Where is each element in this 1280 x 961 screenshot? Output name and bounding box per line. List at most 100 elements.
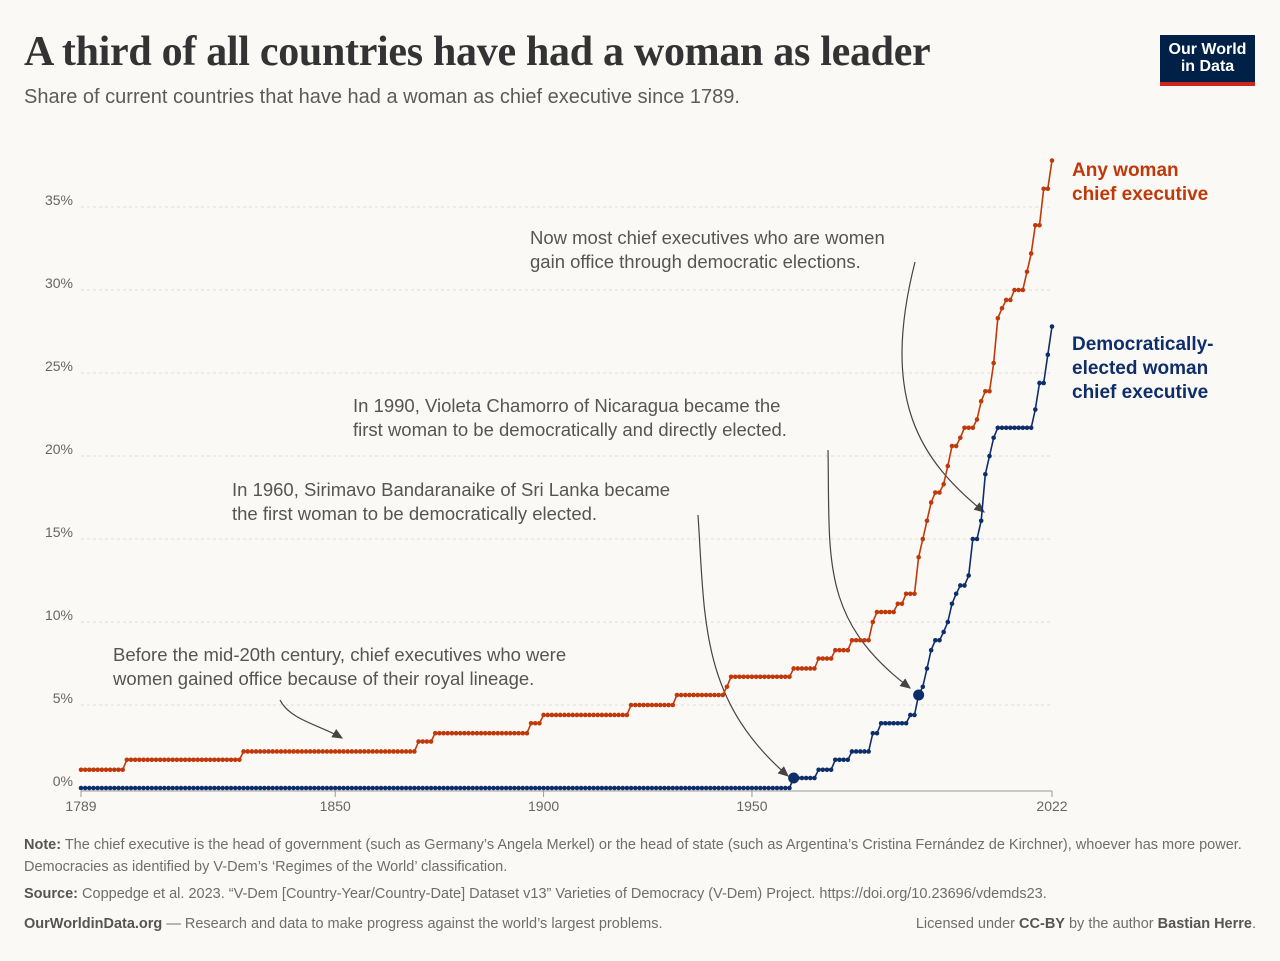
data-point <box>928 500 934 505</box>
data-point <box>653 785 659 791</box>
data-point <box>420 785 426 791</box>
data-point <box>178 785 184 791</box>
source-label: Source: <box>24 886 78 902</box>
data-point <box>624 712 630 718</box>
data-point <box>137 785 142 791</box>
data-point <box>941 629 946 635</box>
data-point <box>841 647 846 653</box>
data-point <box>416 739 421 744</box>
data-point <box>920 536 926 542</box>
data-point <box>691 692 696 698</box>
data-point <box>291 785 296 791</box>
data-point <box>420 739 426 744</box>
data-point <box>378 749 384 754</box>
data-point <box>495 785 501 791</box>
data-point <box>278 749 284 754</box>
data-point <box>228 785 234 791</box>
data-point <box>632 702 638 708</box>
data-point <box>162 757 167 763</box>
data-point <box>403 749 409 754</box>
license-pre: Licensed under <box>915 916 1020 932</box>
data-point <box>216 757 221 763</box>
data-point <box>141 757 146 763</box>
data-point <box>232 757 238 763</box>
data-point <box>920 684 926 690</box>
annotation-arrow <box>279 699 344 739</box>
data-point <box>153 757 159 763</box>
data-point <box>678 692 684 698</box>
data-point <box>524 730 530 736</box>
data-point <box>516 730 521 736</box>
data-point <box>445 785 451 791</box>
data-point <box>816 656 821 661</box>
data-point <box>645 785 651 791</box>
data-point <box>832 757 838 763</box>
data-point <box>91 785 96 791</box>
logo-line: in Data <box>1180 58 1235 75</box>
data-point <box>478 785 484 791</box>
data-point <box>474 785 480 791</box>
data-point <box>345 785 351 791</box>
data-point <box>432 730 438 736</box>
data-point <box>637 785 642 791</box>
data-point <box>695 785 701 791</box>
data-point <box>762 674 767 680</box>
data-point <box>1037 380 1042 386</box>
data-point <box>291 749 296 754</box>
data-point <box>1045 186 1051 192</box>
license-line: Licensed under CC-BY by the author Basti… <box>916 916 1256 932</box>
data-point <box>937 637 942 643</box>
author-link[interactable]: Bastian Herre <box>1157 916 1252 932</box>
x-tick-label: 1789 <box>65 798 96 814</box>
data-point <box>587 712 592 718</box>
data-point <box>191 785 196 791</box>
data-point <box>120 767 125 773</box>
data-point <box>891 609 896 615</box>
data-point <box>82 785 88 791</box>
owid-logo[interactable]: Our World in Data <box>1160 35 1255 86</box>
data-point <box>220 757 225 763</box>
data-point <box>1028 425 1034 431</box>
data-point <box>187 757 192 763</box>
data-point <box>753 674 759 680</box>
data-point <box>616 785 621 791</box>
data-point <box>974 417 980 422</box>
data-point <box>883 720 888 726</box>
data-point <box>407 749 413 754</box>
data-point <box>682 785 688 791</box>
chart-title: A third of all countries have had a woma… <box>24 29 931 75</box>
data-point <box>749 785 755 791</box>
license-link[interactable]: CC-BY <box>1019 916 1065 932</box>
data-point <box>653 702 659 708</box>
data-point <box>933 490 938 495</box>
data-point <box>145 785 150 791</box>
data-point <box>716 785 721 791</box>
site-link[interactable]: OurWorldinData.org <box>24 916 163 932</box>
data-point <box>970 425 976 431</box>
data-point <box>462 785 467 791</box>
data-point <box>795 666 801 671</box>
data-point <box>95 767 100 773</box>
data-point <box>124 757 130 763</box>
data-point <box>924 666 930 671</box>
data-point <box>449 785 455 791</box>
data-point <box>374 785 380 791</box>
x-tick-label: 1950 <box>736 798 767 814</box>
data-point <box>866 637 871 643</box>
chart-subtitle: Share of current countries that have had… <box>24 86 740 108</box>
data-point <box>174 757 180 763</box>
data-point <box>466 785 471 791</box>
data-point <box>257 749 263 754</box>
data-point <box>532 785 538 791</box>
data-point <box>395 785 401 791</box>
data-point <box>778 785 784 791</box>
data-point <box>958 583 963 588</box>
data-point <box>391 785 396 791</box>
data-point <box>707 692 713 698</box>
data-point <box>141 785 146 791</box>
data-point <box>487 730 492 736</box>
data-point <box>953 591 959 597</box>
data-point <box>1041 380 1046 386</box>
data-point <box>637 702 642 708</box>
annotation-text: gain office through democratic elections… <box>530 251 861 272</box>
